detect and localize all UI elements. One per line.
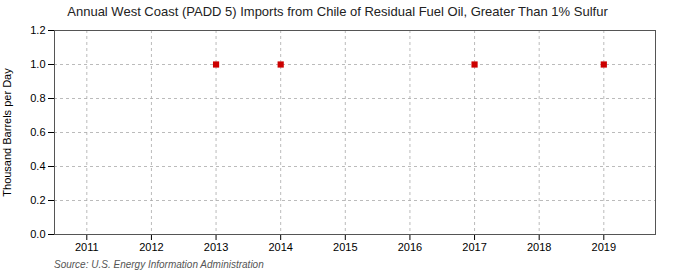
svg-text:0.4: 0.4 — [30, 160, 45, 172]
svg-text:2018: 2018 — [527, 241, 551, 253]
svg-text:2014: 2014 — [268, 241, 292, 253]
html-text:Annual West Coast (PADD 5) Imp: Annual West Coast (PADD 5) Imports from … — [67, 4, 608, 19]
svg-text:2015: 2015 — [333, 241, 357, 253]
svg-text:1.2: 1.2 — [30, 24, 45, 36]
svg-text:2019: 2019 — [592, 241, 616, 253]
svg-text:1.0: 1.0 — [30, 58, 45, 70]
svg-text:0.2: 0.2 — [30, 194, 45, 206]
svg-text:2017: 2017 — [462, 241, 486, 253]
svg-text:0.6: 0.6 — [30, 126, 45, 138]
svg-text:2011: 2011 — [75, 241, 99, 253]
svg-text:2013: 2013 — [204, 241, 228, 253]
svg-text:0.0: 0.0 — [30, 228, 45, 240]
svg-text:0.8: 0.8 — [30, 92, 45, 104]
svg-text:Thousand Barrels per Day: Thousand Barrels per Day — [1, 68, 13, 197]
svg-text:2016: 2016 — [398, 241, 422, 253]
svg-text:2012: 2012 — [139, 241, 163, 253]
html-text:Source: U.S. Energy Informatio: Source: U.S. Energy Information Administ… — [54, 259, 264, 270]
